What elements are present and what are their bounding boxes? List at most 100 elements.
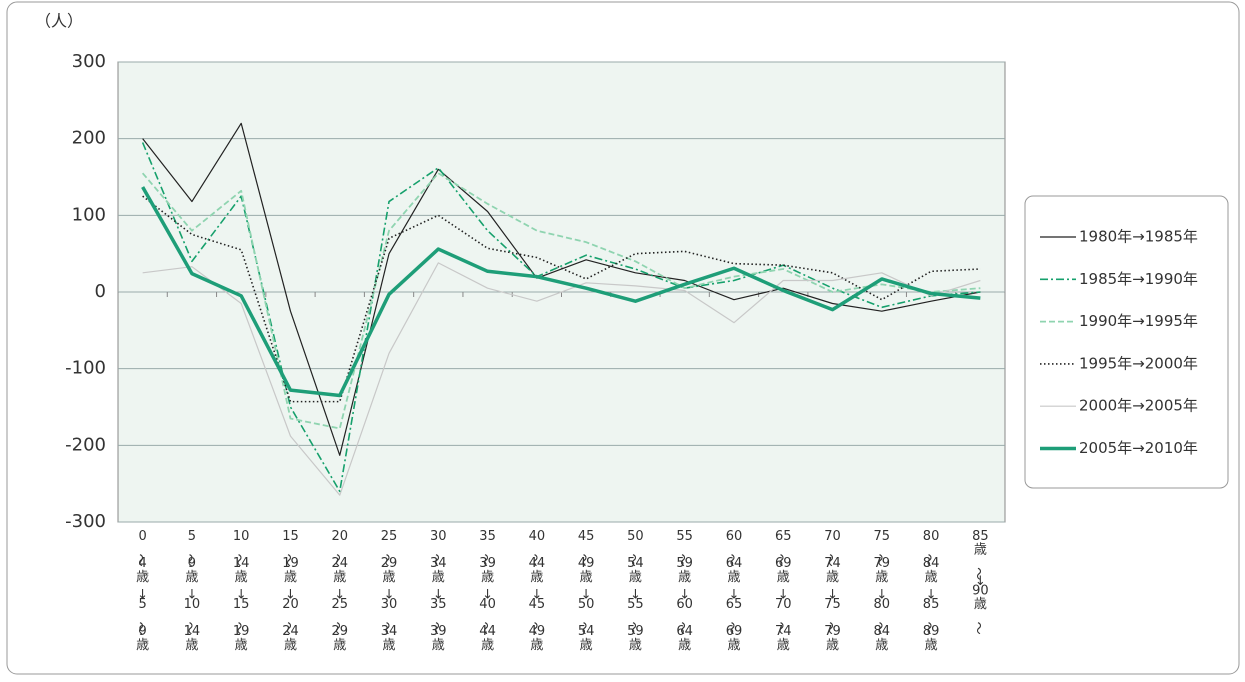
x-tick-part: 44: [479, 624, 496, 639]
x-tick-part: 59: [627, 624, 644, 639]
x-tick-part: 29: [381, 556, 398, 571]
x-tick-part: 〜: [181, 622, 196, 635]
x-tick-part: ↓: [531, 587, 542, 602]
x-tick-part: 30: [381, 597, 398, 612]
x-tick-part: 25: [331, 597, 348, 612]
x-tick-part: 24: [282, 624, 299, 639]
x-tick-part: 〜: [379, 622, 394, 635]
x-tick-label: 50 〜54 歳↓ 55 〜59 歳: [625, 529, 644, 653]
x-tick-part: 69: [775, 556, 792, 571]
x-tick-label: 25 〜29 歳↓ 30 〜34 歳: [379, 529, 398, 653]
x-tick-part: 〜: [921, 622, 936, 635]
x-tick-part: 歳: [875, 570, 888, 585]
x-tick-label: 75 〜79 歳↓ 80 〜84 歳: [871, 529, 890, 653]
x-tick-part: 15: [282, 529, 299, 544]
x-tick-part: 〜: [526, 554, 541, 567]
x-tick-part: 〜: [822, 554, 837, 567]
x-tick-part: 45: [578, 529, 595, 544]
x-tick-part: ↓: [236, 587, 247, 602]
x-tick-part: 25: [381, 529, 398, 544]
x-tick-part: 20: [282, 597, 299, 612]
x-tick-part: ↓: [482, 587, 493, 602]
x-tick-part: 歳: [481, 570, 494, 585]
x-tick-part: ↓: [186, 587, 197, 602]
x-tick-part: ↓: [729, 587, 740, 602]
x-tick-label: 45 〜49 歳↓ 50 〜54 歳: [576, 529, 595, 653]
y-tick-label: -200: [65, 434, 106, 455]
x-tick-part: 歳: [185, 570, 198, 585]
x-tick-part: 〜: [773, 622, 788, 635]
x-tick-part: 歳: [136, 638, 149, 653]
x-tick-part: 〜: [477, 554, 492, 567]
x-tick-part: 60: [676, 597, 693, 612]
x-tick-part: ↓: [778, 587, 789, 602]
x-tick-part: 69: [726, 624, 743, 639]
x-tick-part: 〜: [477, 622, 492, 635]
x-tick-part: 歳: [333, 570, 346, 585]
x-tick-part: 歳: [284, 570, 297, 585]
x-tick-part: 64: [676, 624, 693, 639]
y-tick-label: -100: [65, 358, 106, 379]
x-tick-part: 〜: [132, 554, 147, 567]
x-tick-part: 40: [479, 597, 496, 612]
legend-label: 2000年→2005年: [1079, 397, 1198, 415]
x-tick-label: 10 〜14 歳↓ 15 〜19 歳: [231, 529, 250, 653]
x-tick-label: 40 〜44 歳↓ 45 〜49 歳: [526, 529, 545, 653]
x-tick-part: 歳: [235, 570, 248, 585]
x-tick-part: 〜: [526, 622, 541, 635]
x-tick-part: 歳: [875, 638, 888, 653]
x-tick-part: 5: [138, 597, 146, 612]
x-tick-part: 〜: [871, 554, 886, 567]
x-tick-part: ↓: [975, 574, 986, 589]
x-tick-label: 65 〜69 歳↓ 70 〜74 歳: [773, 529, 792, 653]
y-tick-label: 300: [72, 51, 106, 72]
x-tick-part: 35: [479, 529, 496, 544]
x-tick-part: 29: [331, 624, 348, 639]
x-tick-label: 70 〜74 歳↓ 75 〜79 歳: [822, 529, 841, 653]
x-tick-part: 〜: [822, 622, 837, 635]
y-tick-label: 100: [72, 204, 106, 225]
x-tick-part: 64: [726, 556, 743, 571]
x-tick-part: 15: [233, 597, 250, 612]
x-tick-part: ↓: [630, 587, 641, 602]
legend-label: 1980年→1985年: [1079, 228, 1198, 246]
x-tick-part: 歳: [383, 570, 396, 585]
x-tick-part: 85: [972, 529, 989, 544]
x-tick-part: 79: [824, 624, 841, 639]
y-tick-label: 200: [72, 128, 106, 149]
x-tick-part: ↓: [827, 587, 838, 602]
x-tick-part: 34: [430, 556, 447, 571]
x-tick-part: 35: [430, 597, 447, 612]
x-tick-part: 歳: [383, 638, 396, 653]
x-tick-part: 〜: [723, 554, 738, 567]
x-tick-part: 〜: [576, 554, 591, 567]
x-tick-part: 歳: [432, 638, 445, 653]
x-tick-part: 〜: [280, 622, 295, 635]
x-tick-part: 〜: [329, 622, 344, 635]
x-tick-part: 14: [233, 556, 250, 571]
x-tick-part: ↓: [384, 587, 395, 602]
y-tick-label: -300: [65, 511, 106, 532]
x-tick-part: 55: [627, 597, 644, 612]
x-tick-part: 54: [627, 556, 644, 571]
x-tick-part: 20: [331, 529, 348, 544]
x-tick-part: 10: [184, 597, 201, 612]
x-tick-part: 歳: [826, 638, 839, 653]
x-tick-part: 歳: [974, 597, 987, 612]
x-tick-part: 歳: [974, 543, 987, 558]
x-tick-part: 89: [923, 624, 940, 639]
x-tick-part: 歳: [481, 638, 494, 653]
x-tick-part: 74: [775, 624, 792, 639]
x-tick-part: 歳: [777, 570, 790, 585]
x-tick-part: 〜: [379, 554, 394, 567]
x-tick-part: 65: [726, 597, 743, 612]
x-tick-part: 14: [184, 624, 201, 639]
x-tick-part: 39: [479, 556, 496, 571]
y-tick-label: 0: [95, 281, 106, 302]
x-tick-part: 90: [972, 583, 989, 598]
x-tick-part: ↓: [433, 587, 444, 602]
x-tick-part: 歳: [777, 638, 790, 653]
x-tick-part: 〜: [132, 622, 147, 635]
x-tick-part: 85: [923, 597, 940, 612]
